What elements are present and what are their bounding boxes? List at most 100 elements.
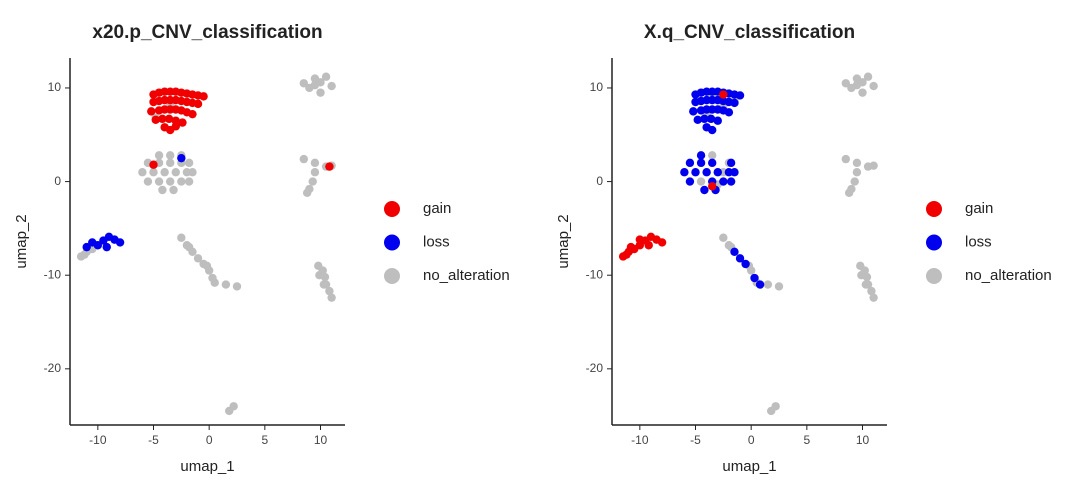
point (857, 271, 866, 280)
point (719, 177, 728, 186)
legend-label: loss (423, 233, 450, 250)
point (232, 282, 242, 291)
point (730, 168, 739, 177)
point (177, 233, 186, 242)
point (730, 247, 739, 256)
point (158, 185, 167, 195)
y-tick-label: -10 (44, 267, 62, 281)
point (147, 107, 156, 116)
y-axis-label: umap_2 (555, 214, 572, 268)
y-tick-label: -20 (44, 361, 62, 375)
point (750, 273, 759, 283)
point (177, 177, 186, 186)
x-axis-label: umap_1 (722, 458, 776, 475)
point (852, 80, 862, 90)
point (771, 402, 780, 411)
x-tick-label: -10 (631, 433, 649, 447)
legend-label: no_alteration (423, 267, 510, 284)
legend-swatch (384, 201, 400, 217)
point (622, 250, 631, 259)
legend-swatch (926, 234, 942, 251)
point (861, 280, 871, 289)
point (316, 88, 325, 97)
chart-title: X.q_CNV_classification (644, 22, 855, 43)
legend-label: gain (423, 200, 451, 217)
point (171, 168, 180, 177)
point (657, 238, 667, 247)
point (644, 241, 653, 250)
point (184, 242, 194, 252)
point (308, 177, 317, 186)
legend-swatch (926, 201, 942, 217)
point (708, 151, 717, 160)
point (188, 109, 197, 119)
point (166, 177, 175, 186)
legend-label: no_alteration (965, 267, 1052, 284)
point (730, 98, 739, 108)
x-tick-label: -10 (89, 433, 107, 447)
point (680, 168, 689, 177)
point (166, 158, 175, 168)
point (858, 88, 867, 97)
point (321, 72, 331, 81)
point (221, 280, 231, 289)
point (726, 177, 736, 186)
point (184, 158, 194, 168)
point (719, 90, 728, 99)
point (143, 177, 153, 186)
point (867, 286, 876, 296)
point (741, 259, 750, 269)
point (863, 72, 873, 81)
legend-label: gain (965, 200, 993, 217)
point (184, 177, 194, 186)
y-tick-label: 0 (596, 174, 603, 188)
points (76, 72, 336, 416)
point (160, 168, 169, 177)
x-tick-label: 5 (803, 433, 810, 447)
point (115, 238, 125, 247)
x-tick-label: 0 (206, 433, 213, 447)
point (171, 122, 180, 131)
point (327, 293, 336, 302)
chart-title: x20.p_CNV_classification (92, 22, 322, 43)
point (696, 177, 706, 186)
point (724, 108, 734, 117)
point (210, 278, 219, 287)
point (869, 81, 878, 91)
y-axis-label: umap_2 (13, 214, 30, 268)
point (691, 168, 700, 177)
point (850, 177, 859, 186)
x-tick-label: -5 (690, 433, 701, 447)
point (229, 402, 238, 411)
point (169, 185, 178, 195)
point (719, 233, 728, 242)
point (302, 188, 312, 198)
panel: x20.p_CNV_classification umap_1 umap_2 -10 -… (13, 22, 510, 475)
x-tick-label: 10 (856, 433, 870, 447)
point (689, 107, 698, 116)
x-tick-label: 0 (748, 433, 755, 447)
point (164, 114, 174, 124)
point (315, 271, 324, 280)
point (713, 116, 722, 125)
x-tick-label: 10 (314, 433, 328, 447)
point (755, 280, 765, 289)
point (708, 182, 717, 191)
point (158, 114, 167, 124)
point (726, 158, 736, 168)
point (841, 79, 851, 88)
point (869, 293, 878, 302)
point (700, 185, 709, 195)
point (708, 125, 717, 135)
point (327, 81, 336, 91)
point (693, 115, 702, 124)
point (763, 280, 773, 289)
y-tick-label: -10 (586, 267, 604, 281)
point (299, 154, 309, 164)
point (685, 177, 695, 186)
point (310, 158, 320, 168)
point (685, 158, 695, 168)
point (310, 80, 320, 90)
x-tick-label: -5 (148, 433, 159, 447)
